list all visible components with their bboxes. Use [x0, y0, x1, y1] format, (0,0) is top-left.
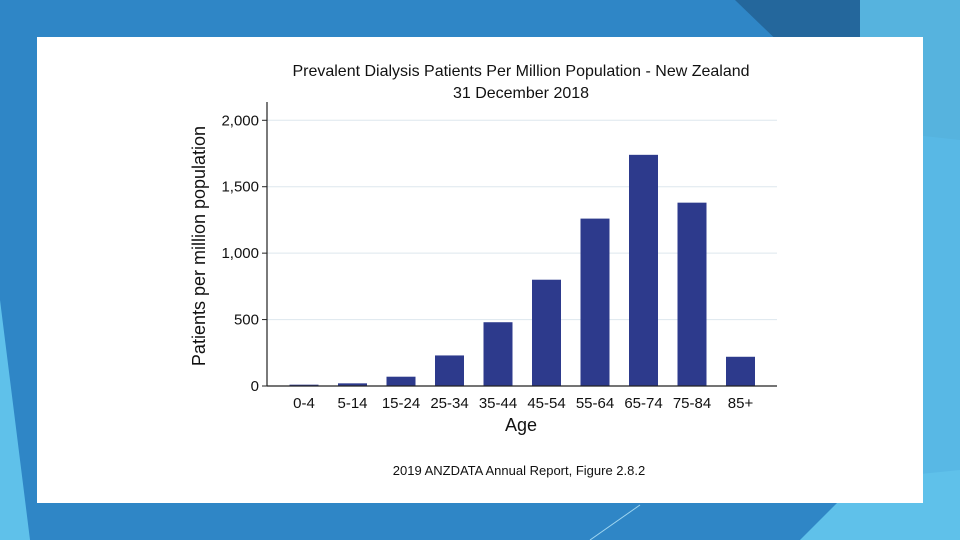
bar-35-44	[483, 322, 513, 386]
bar-0-4	[289, 384, 319, 386]
x-tick-label: 45-54	[527, 395, 565, 412]
x-tick-label: 25-34	[430, 395, 468, 412]
bar-85+	[726, 356, 755, 386]
x-tick-label: 65-74	[624, 395, 662, 412]
source-note: 2019 ANZDATA Annual Report, Figure 2.8.2	[393, 463, 645, 478]
y-tick-label: 1,500	[221, 179, 259, 196]
bar-15-24	[386, 376, 416, 386]
bar-45-54	[532, 279, 561, 386]
bg-diagonal-line	[589, 504, 641, 540]
x-tick-label: 55-64	[576, 395, 614, 412]
x-tick-labels: 0-4 5-14 15-24 25-34 35-44 45-54 55-64 65-74 75-…	[293, 395, 753, 412]
x-tick-label: 15-24	[382, 395, 420, 412]
x-tick-label: 0-4	[293, 395, 315, 412]
y-tick-label: 1,000	[221, 245, 259, 262]
bar-55-64	[580, 218, 610, 386]
chart-title: Prevalent Dialysis Patients Per Million …	[292, 63, 749, 80]
x-axis-label: Age	[505, 415, 537, 435]
x-tick-label: 85+	[728, 395, 754, 412]
bar-chart: Prevalent Dialysis Patients Per Million …	[189, 63, 777, 478]
bar-75-84	[677, 202, 707, 386]
chart-subtitle: 31 December 2018	[453, 85, 589, 102]
bg-shape-left-light	[0, 300, 30, 540]
x-tick-label: 35-44	[479, 395, 517, 412]
chart-panel: Prevalent Dialysis Patients Per Million …	[37, 37, 923, 503]
y-axis-label: Patients per million population	[189, 126, 209, 366]
x-tick-label: 75-84	[673, 395, 711, 412]
y-tick-labels: 0 500 1,000 1,500 2,000	[221, 112, 259, 395]
x-tick-label: 5-14	[337, 395, 367, 412]
y-tick-label: 0	[251, 378, 259, 395]
axes	[262, 102, 777, 387]
bars	[289, 154, 755, 386]
y-tick-label: 2,000	[221, 112, 259, 129]
y-tick-label: 500	[234, 312, 259, 329]
bar-65-74	[629, 154, 658, 386]
bar-25-34	[435, 355, 464, 386]
bar-5-14	[338, 383, 367, 386]
